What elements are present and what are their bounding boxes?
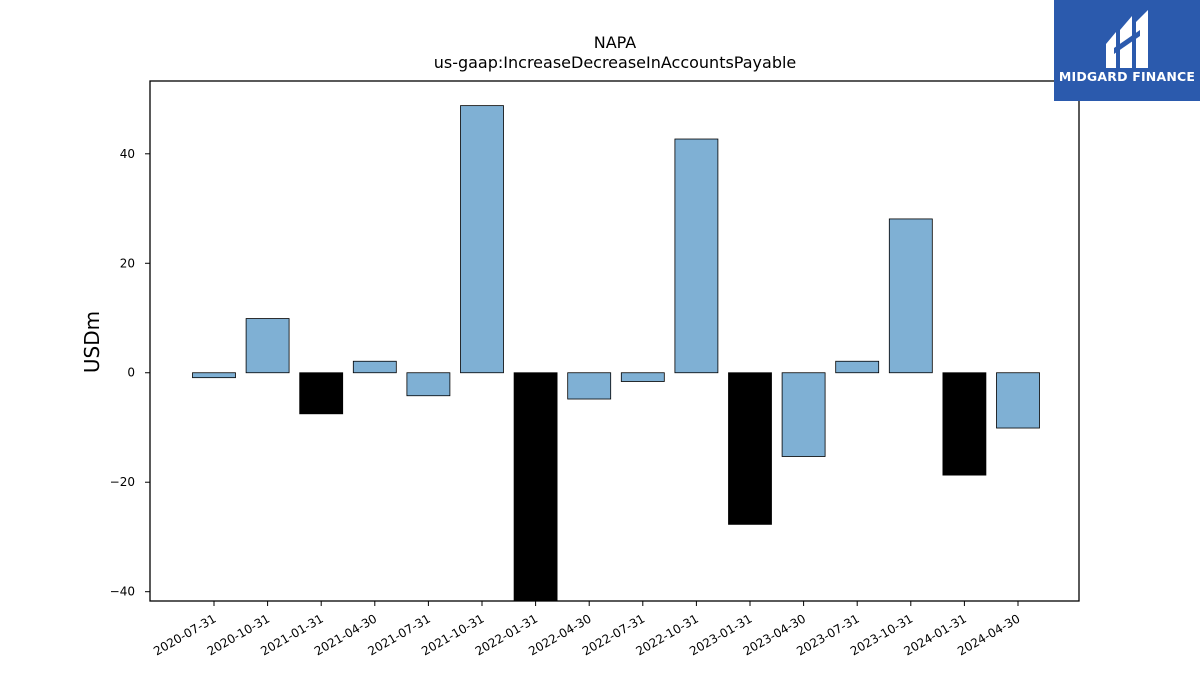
y-tick-label: −20 [110, 475, 135, 489]
bar-2021-07-31 [406, 372, 451, 397]
bar-2021-04-30 [352, 360, 397, 374]
bar-2022-07-31 [620, 372, 665, 382]
bars-layer [192, 105, 1040, 602]
logo-text: MIDGARD FINANCE [1058, 69, 1196, 84]
y-tick-label: 0 [127, 366, 135, 380]
plot-frame [149, 80, 1080, 602]
y-tick-label: 20 [120, 256, 135, 270]
y-axis-ticks: −40 −20 0 20 40 [110, 147, 150, 599]
bar-2024-04-30 [996, 372, 1040, 429]
y-axis-label: USDm [80, 311, 104, 373]
bar-2020-07-31 [192, 372, 236, 379]
bar-2021-01-31 [299, 372, 344, 415]
bar-2024-01-31 [942, 372, 987, 476]
y-tick-label: 40 [120, 147, 135, 161]
bar-2023-10-31 [888, 218, 933, 374]
bar-2022-10-31 [674, 138, 719, 374]
x-axis-ticks: 2020-07-312020-10-312021-01-312021-04-30… [151, 601, 1023, 658]
bar-2021-10-31 [460, 105, 504, 374]
chart-subtitle: us-gaap:IncreaseDecreaseInAccountsPayabl… [434, 53, 797, 72]
bar-2020-10-31 [245, 318, 290, 374]
bar-2022-01-31 [513, 372, 558, 602]
midgard-logo-icon [1106, 10, 1148, 68]
chart-title: NAPA [594, 33, 637, 52]
bar-2023-04-30 [781, 372, 826, 457]
bar-2023-07-31 [835, 360, 880, 374]
midgard-finance-logo: MIDGARD FINANCE [1054, 0, 1200, 101]
y-tick-label: −40 [110, 585, 135, 599]
bar-2023-01-31 [728, 372, 772, 525]
bar-2022-04-30 [567, 372, 612, 400]
